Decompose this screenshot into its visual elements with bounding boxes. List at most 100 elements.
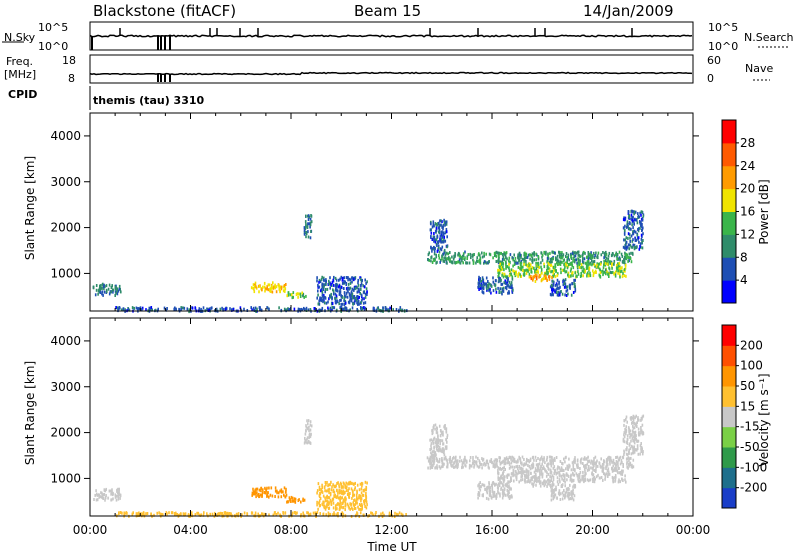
data-cell xyxy=(464,256,466,260)
data-cell xyxy=(633,247,636,251)
data-cell xyxy=(508,487,511,491)
data-cell xyxy=(444,239,447,243)
data-cell xyxy=(302,497,304,501)
data-cell xyxy=(326,499,328,503)
data-cell xyxy=(593,462,595,465)
data-cell xyxy=(116,289,118,293)
nsearch-tick-top: 10^5 xyxy=(708,21,738,34)
data-cell xyxy=(612,478,614,482)
data-cell xyxy=(350,290,353,294)
data-cell xyxy=(250,306,252,310)
data-cell xyxy=(625,253,628,257)
data-cell xyxy=(501,288,504,292)
data-cell xyxy=(439,466,442,470)
data-cell xyxy=(637,228,639,231)
data-cell xyxy=(583,480,585,484)
data-cell xyxy=(506,488,509,492)
data-cell xyxy=(345,291,348,295)
data-cell xyxy=(613,262,615,266)
data-cell xyxy=(268,283,271,287)
data-cell xyxy=(309,441,312,445)
data-cell xyxy=(343,296,346,300)
data-cell xyxy=(591,471,593,475)
data-cell xyxy=(630,433,633,437)
data-cell xyxy=(522,463,525,467)
data-cell xyxy=(630,217,633,221)
data-cell xyxy=(551,483,553,487)
data-cell xyxy=(546,258,549,262)
data-cell xyxy=(335,513,338,517)
colorbar-segment xyxy=(722,188,736,212)
data-cell xyxy=(545,458,548,462)
data-cell xyxy=(237,512,240,516)
data-cell xyxy=(346,502,349,506)
data-cell xyxy=(552,462,554,466)
data-cell xyxy=(498,477,501,481)
data-cell xyxy=(439,237,441,241)
data-cell xyxy=(332,513,334,517)
data-cell xyxy=(513,253,515,257)
data-cell xyxy=(349,281,352,285)
data-cell xyxy=(475,455,477,459)
data-cell xyxy=(635,218,638,222)
data-cell xyxy=(255,492,257,496)
data-cell xyxy=(507,278,509,282)
data-cell xyxy=(348,487,350,491)
data-cell xyxy=(556,467,559,471)
data-cell xyxy=(364,301,367,305)
data-cell xyxy=(558,466,560,470)
data-cell xyxy=(278,284,280,288)
data-cell xyxy=(631,218,634,222)
data-cell xyxy=(354,298,357,302)
data-cell xyxy=(537,479,539,483)
data-cell xyxy=(278,306,280,310)
data-cell xyxy=(555,291,558,294)
data-cell xyxy=(517,471,520,475)
data-cell xyxy=(347,300,350,304)
data-cell xyxy=(583,467,586,471)
data-cell xyxy=(489,460,492,464)
data-cell xyxy=(532,252,535,256)
data-cell xyxy=(254,513,257,517)
data-cell xyxy=(559,473,561,477)
data-cell xyxy=(330,480,332,484)
data-cell xyxy=(346,485,348,489)
colorbar-frame xyxy=(721,324,737,509)
data-cell xyxy=(309,420,312,424)
data-cell xyxy=(324,481,327,484)
data-cell xyxy=(316,500,318,504)
data-cell xyxy=(371,511,373,515)
data-cell xyxy=(625,247,628,251)
data-cell xyxy=(342,307,344,311)
data-cell xyxy=(606,469,609,473)
data-cell xyxy=(95,489,97,493)
data-cell xyxy=(558,493,561,497)
data-cell xyxy=(428,251,430,255)
data-cell xyxy=(491,483,493,487)
data-cell xyxy=(200,307,202,311)
data-cell xyxy=(511,459,514,463)
data-cell xyxy=(538,468,541,472)
data-cell xyxy=(558,478,561,482)
data-cell xyxy=(351,306,354,310)
colorbar-tick-label: 28 xyxy=(740,136,755,150)
data-cell xyxy=(486,491,489,495)
data-cell xyxy=(94,493,96,497)
data-cell xyxy=(267,283,270,287)
data-cell xyxy=(632,447,634,451)
data-cell xyxy=(444,221,447,225)
data-cell xyxy=(533,258,536,262)
data-cell xyxy=(627,232,630,236)
data-cell xyxy=(319,296,321,300)
data-cell xyxy=(574,461,576,465)
data-cell xyxy=(633,245,636,249)
data-cell xyxy=(538,480,541,483)
data-cell xyxy=(573,260,576,264)
data-cell xyxy=(508,480,510,484)
data-cell xyxy=(479,253,481,257)
data-cell xyxy=(302,294,304,298)
data-cell xyxy=(489,486,492,490)
data-cell xyxy=(602,273,604,277)
data-cell xyxy=(256,491,258,495)
data-cell xyxy=(308,513,310,517)
